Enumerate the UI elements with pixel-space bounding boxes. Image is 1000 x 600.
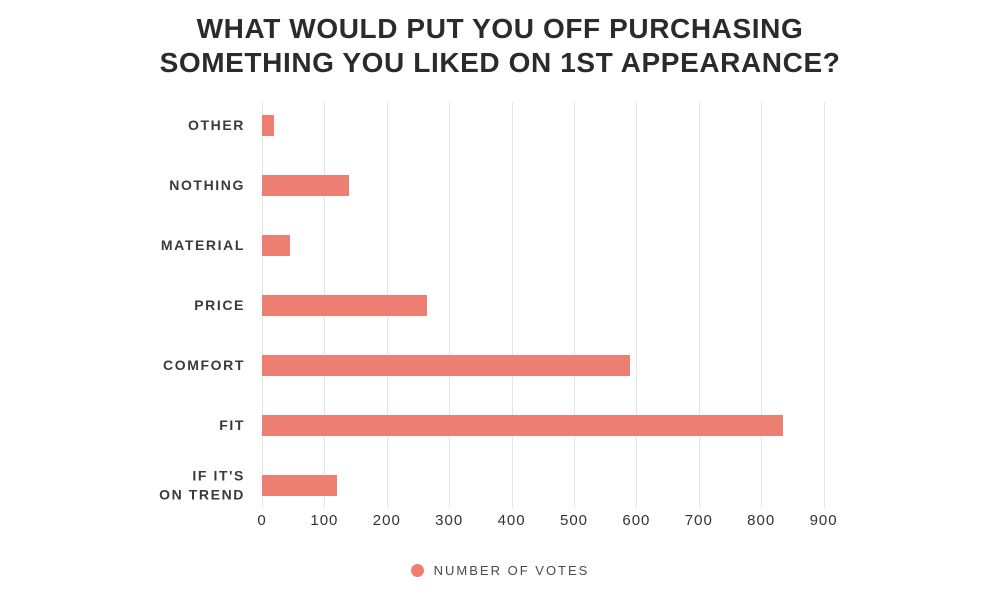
- bar-if-it-s-on-trend: [262, 475, 337, 496]
- category-label-comfort: COMFORT: [163, 356, 245, 373]
- x-tick-label-600: 600: [622, 512, 651, 529]
- x-tick-label-700: 700: [684, 512, 713, 529]
- bar-price: [262, 295, 428, 316]
- x-axis-tick-labels: 0 100 200 300 400 500 600 700 800 900: [257, 512, 872, 534]
- plot-area: [262, 102, 872, 508]
- category-label-price: PRICE: [194, 296, 245, 313]
- category-label-material: MATERIAL: [160, 236, 245, 253]
- gridline-500: [574, 102, 575, 508]
- legend-marker-icon: [410, 564, 424, 577]
- x-tick-label-200: 200: [372, 512, 401, 529]
- x-tick-label-100: 100: [310, 512, 339, 529]
- category-axis-labels: OTHER NOTHING MATERIAL PRICE COMFORT FIT IF IT…: [0, 102, 245, 508]
- legend-label: NUMBER OF VOTES: [433, 563, 590, 578]
- gridline-800: [761, 102, 763, 508]
- bar-fit: [262, 415, 784, 436]
- bar-material: [262, 235, 291, 256]
- gridline-600: [636, 102, 638, 508]
- gridline-300: [449, 102, 451, 508]
- gridline-900: [823, 102, 825, 508]
- x-tick-label-0: 0: [257, 512, 267, 529]
- category-label-nothing: NOTHING: [169, 176, 245, 193]
- bar-other: [262, 115, 275, 136]
- gridline-700: [698, 102, 700, 508]
- gridline-400: [511, 102, 513, 508]
- bar-comfort: [262, 355, 631, 376]
- x-tick-label-300: 300: [435, 512, 464, 529]
- category-label-other: OTHER: [188, 116, 245, 133]
- x-tick-label-400: 400: [497, 512, 526, 529]
- category-label-fit: FIT: [219, 416, 245, 433]
- legend: NUMBER OF VOTES: [0, 563, 1000, 578]
- chart-title: WHAT WOULD PUT YOU OFF PURCHASING SOMETH…: [159, 13, 841, 79]
- x-tick-label-500: 500: [559, 512, 589, 529]
- category-label-if-it-s-on-trend: IF IT'S ON TREND: [159, 466, 245, 503]
- x-tick-label-800: 800: [747, 512, 776, 529]
- bar-nothing: [262, 175, 350, 196]
- x-tick-label-900: 900: [809, 512, 838, 529]
